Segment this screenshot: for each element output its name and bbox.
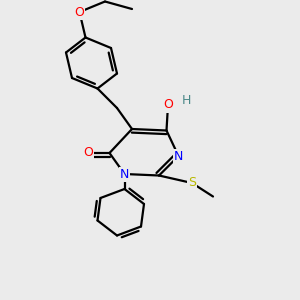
Text: O: O (84, 146, 93, 160)
Text: N: N (120, 167, 129, 181)
Text: O: O (163, 98, 173, 112)
Text: O: O (75, 5, 84, 19)
Text: S: S (188, 176, 196, 190)
Text: H: H (181, 94, 191, 107)
Text: N: N (174, 149, 183, 163)
